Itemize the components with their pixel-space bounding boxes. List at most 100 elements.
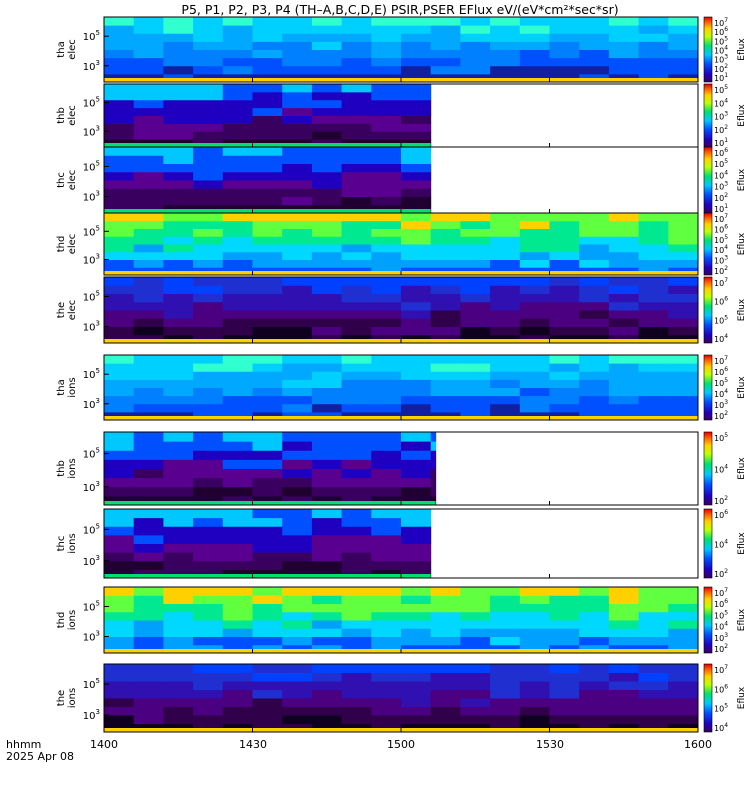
- spectrogram-cell: [282, 486, 313, 497]
- spectrogram-cell: [252, 569, 283, 579]
- spectrogram-cell: [104, 432, 135, 442]
- spectrogram-cell: [579, 57, 610, 67]
- spectrogram-cell: [133, 310, 164, 319]
- panel-probe-label: thd: [56, 236, 67, 253]
- spectrogram-cell: [222, 543, 253, 553]
- spectrogram-cell: [460, 301, 491, 311]
- spectrogram-cell: [490, 49, 521, 59]
- spectrogram-cell: [608, 620, 640, 629]
- spectrogram-cell: [430, 587, 461, 596]
- spectrogram-cell: [222, 628, 253, 637]
- spectrogram-cell: [549, 395, 580, 405]
- colorbar-tick-label: 102: [714, 495, 728, 506]
- spectrogram-cell: [133, 672, 164, 682]
- spectrogram-cell: [579, 236, 610, 245]
- spectrogram-cell: [371, 220, 402, 229]
- colorbar: [703, 276, 713, 344]
- spectrogram-cell: [252, 468, 283, 479]
- spectrogram-cell: [668, 251, 699, 260]
- spectrogram-cell: [311, 486, 343, 497]
- spectrogram-cell: [252, 17, 283, 26]
- spectrogram-cell: [133, 495, 164, 506]
- spectrogram-cell: [430, 636, 461, 646]
- spectrogram-cell: [549, 17, 580, 26]
- spectrogram-cell: [252, 371, 283, 380]
- spectrogram-cell: [311, 107, 343, 116]
- spectrogram-cell: [668, 25, 699, 34]
- spectrogram-cell: [519, 628, 550, 637]
- spectrogram-cell: [341, 228, 372, 237]
- spectrogram-cell: [490, 57, 521, 67]
- colorbar-tick-label: 105: [714, 432, 728, 443]
- panel-species-label: ions: [67, 377, 78, 397]
- spectrogram-cell: [638, 379, 669, 388]
- spectrogram-cell: [549, 672, 580, 682]
- spectrogram-cell: [668, 587, 699, 596]
- spectrogram-cell: [222, 115, 253, 124]
- spectrogram-cell: [519, 17, 550, 26]
- spectrogram-cell: [341, 107, 372, 116]
- spectrogram-cell: [341, 180, 372, 189]
- spectrogram-cell: [104, 57, 135, 67]
- spectrogram-cell: [608, 395, 640, 405]
- spectrogram-cell: [163, 326, 194, 336]
- spectrogram-cell: [252, 84, 283, 93]
- spectrogram-cell: [252, 326, 283, 336]
- spectrogram-cell: [104, 620, 135, 629]
- spectrogram-cell: [133, 188, 164, 197]
- spectrogram-cell: [430, 468, 437, 479]
- spectrogram-cell: [519, 611, 550, 621]
- spectrogram-cell: [608, 595, 640, 604]
- spectrogram-cell: [104, 91, 135, 101]
- spectrogram-cell: [104, 65, 135, 75]
- spectrogram-cell: [163, 180, 194, 189]
- spectrogram-cell: [519, 603, 550, 613]
- spectrogram-cell: [104, 251, 135, 260]
- spectrogram-cell: [311, 468, 343, 479]
- colorbar-tick-label: 101: [714, 72, 728, 83]
- spectrogram-cell: [668, 326, 699, 336]
- spectrogram-cell: [430, 379, 461, 388]
- colorbar-label: Eflux: [737, 168, 747, 191]
- spectrogram-cell: [104, 213, 135, 222]
- colorbar: [703, 16, 713, 83]
- spectrogram-cell: [608, 672, 640, 682]
- spectrogram-cell: [222, 213, 253, 222]
- spectrogram-cell: [133, 251, 164, 260]
- spectrogram-cell: [163, 636, 194, 646]
- spectrogram-cell: [193, 213, 224, 222]
- spectrogram-cell: [341, 57, 372, 67]
- spectrogram-cell: [638, 715, 669, 724]
- spectrogram-cell: [608, 326, 640, 336]
- spectrogram-cell: [430, 49, 461, 59]
- spectrogram-cell: [371, 560, 402, 570]
- spectrogram-cell: [163, 517, 194, 527]
- spectrogram-cell: [668, 395, 699, 405]
- colorbar-tick-label: 101: [714, 137, 728, 148]
- spectrogram-cell: [222, 293, 253, 303]
- spectrogram-cell: [608, 379, 640, 388]
- spectrogram-cell: [460, 65, 491, 75]
- spectrogram-cell: [490, 259, 521, 268]
- spectrogram-cell: [519, 236, 550, 245]
- spectrogram-cell: [133, 620, 164, 629]
- spectrogram-cell: [460, 698, 491, 707]
- spectrogram-cell: [608, 681, 640, 690]
- spectrogram-cell: [519, 285, 550, 294]
- spectrogram-cell: [401, 115, 432, 124]
- spectrogram-cell: [430, 595, 461, 604]
- spectrogram-cell: [133, 689, 164, 699]
- spectrogram-cell: [371, 91, 402, 101]
- spectrogram-cell: [193, 441, 224, 451]
- spectrogram-cell: [430, 432, 437, 442]
- spectrogram-cell: [133, 41, 164, 50]
- spectrogram-cell: [133, 277, 164, 286]
- spectrogram-cell: [163, 251, 194, 260]
- spectrogram-cell: [311, 459, 343, 469]
- spectrogram-cell: [282, 326, 313, 336]
- spectrogram-cell: [311, 188, 343, 197]
- spectrogram-cell: [608, 698, 640, 707]
- spectrogram-cell: [104, 285, 135, 294]
- spectrogram-cell: [252, 318, 283, 327]
- spectrogram-cell: [638, 326, 669, 336]
